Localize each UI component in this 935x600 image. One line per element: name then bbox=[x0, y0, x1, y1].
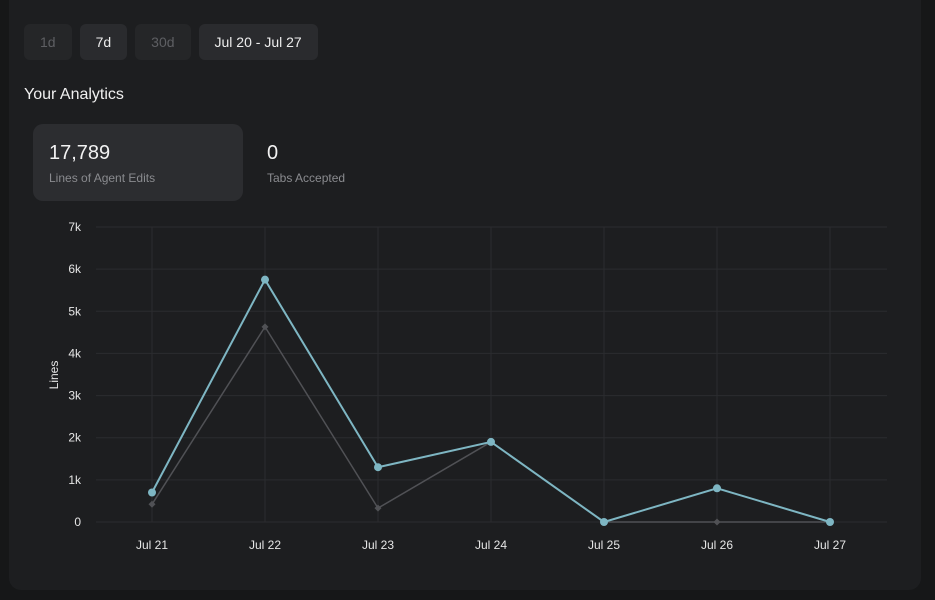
stat-label: Lines of Agent Edits bbox=[49, 171, 156, 185]
y-tick-label: 2k bbox=[68, 431, 82, 445]
data-point bbox=[374, 504, 382, 512]
x-tick-label: Jul 25 bbox=[588, 538, 620, 552]
data-point bbox=[826, 518, 834, 526]
x-tick-label: Jul 21 bbox=[136, 538, 168, 552]
y-tick-label: 0 bbox=[74, 515, 81, 529]
y-tick-label: 1k bbox=[68, 473, 82, 487]
stat-label: Tabs Accepted bbox=[267, 171, 346, 185]
y-axis-label: Lines bbox=[47, 361, 61, 390]
x-tick-label: Jul 22 bbox=[249, 538, 281, 552]
y-tick-label: 5k bbox=[68, 304, 82, 318]
y-tick-label: 3k bbox=[68, 389, 82, 403]
data-point bbox=[600, 518, 608, 526]
section-title: Your Analytics bbox=[24, 86, 124, 103]
x-tick-label: Jul 27 bbox=[814, 538, 846, 552]
range-button-7d[interactable]: 7d bbox=[79, 24, 128, 60]
data-point bbox=[261, 323, 269, 331]
data-point bbox=[374, 463, 382, 472]
stat-value: 0 bbox=[267, 142, 279, 164]
data-point bbox=[713, 518, 721, 526]
date-range-picker[interactable]: Jul 20 - Jul 27 bbox=[198, 24, 318, 60]
x-tick-label: Jul 26 bbox=[701, 538, 733, 552]
stat-card-agent-edits[interactable]: 17,789 Lines of Agent Edits bbox=[33, 124, 243, 201]
x-tick-label: Jul 24 bbox=[475, 538, 507, 552]
y-tick-label: 4k bbox=[68, 346, 82, 360]
data-point bbox=[713, 484, 721, 493]
range-selector: 1d 7d 30d Jul 20 - Jul 27 bbox=[24, 24, 318, 60]
data-point bbox=[261, 275, 269, 284]
analytics-panel bbox=[9, 0, 921, 590]
range-button-1d[interactable]: 1d bbox=[24, 24, 72, 60]
y-tick-label: 7k bbox=[68, 220, 82, 234]
stat-value: 17,789 bbox=[49, 142, 111, 164]
stat-card-tabs-accepted[interactable]: 0 Tabs Accepted bbox=[251, 124, 461, 201]
range-button-30d[interactable]: 30d bbox=[135, 24, 191, 60]
x-tick-label: Jul 23 bbox=[362, 538, 394, 552]
y-tick-label: 6k bbox=[68, 262, 82, 276]
data-point bbox=[148, 500, 156, 508]
data-point bbox=[148, 488, 156, 497]
data-point bbox=[487, 437, 495, 446]
